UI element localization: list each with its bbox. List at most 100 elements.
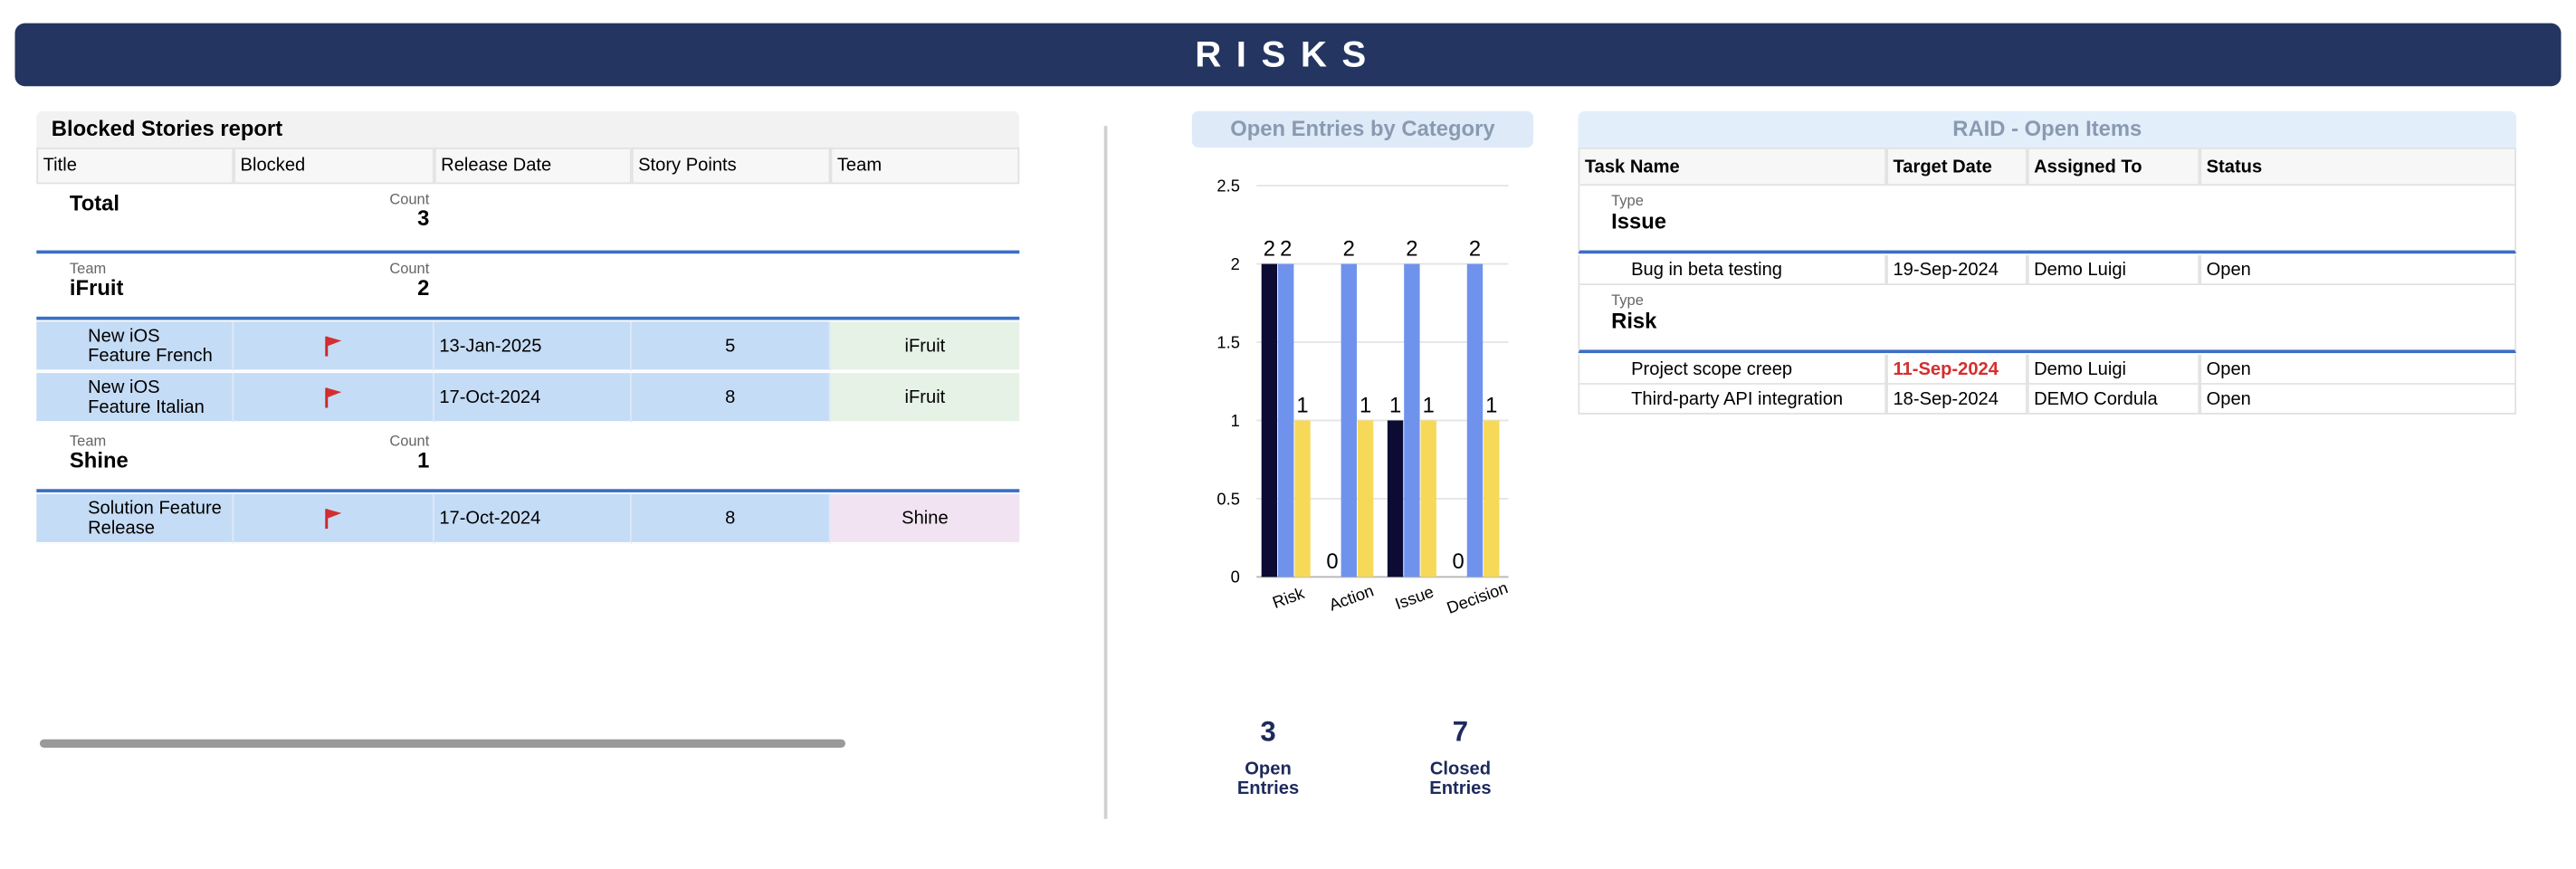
- column-header: Title: [36, 147, 234, 185]
- assigned-to: Demo Luigi: [2027, 255, 2200, 286]
- data-label: 2: [1280, 236, 1292, 261]
- bar: [1466, 263, 1484, 578]
- target-date: 19-Sep-2024: [1886, 255, 2027, 286]
- group-label: Type: [1611, 291, 1644, 309]
- story-title: New iOS Feature Italian: [36, 373, 234, 424]
- kpi-value: 7: [1452, 716, 1469, 748]
- x-tick-label: Issue: [1392, 582, 1436, 614]
- bar: [1261, 263, 1278, 578]
- count-label: Count: [389, 260, 430, 277]
- x-tick-label: Action: [1326, 581, 1376, 615]
- bar: [1420, 420, 1436, 578]
- data-label: 1: [1360, 393, 1371, 417]
- group-row: [36, 184, 1020, 254]
- chart-title: Open Entries by Category: [1191, 110, 1534, 148]
- bar: [1294, 420, 1311, 578]
- y-tick-label: 0: [1231, 568, 1240, 587]
- task-name: Bug in beta testing: [1578, 255, 1887, 286]
- data-label: 2: [1469, 236, 1481, 261]
- column-header: Target Date: [1886, 147, 2027, 186]
- bar: [1278, 263, 1294, 578]
- data-label: 2: [1406, 236, 1417, 261]
- blocked-cell: [234, 373, 434, 424]
- group-name: Total: [69, 190, 120, 216]
- group-name: Risk: [1611, 308, 1657, 334]
- data-label: 1: [1389, 393, 1401, 417]
- data-label: 1: [1423, 393, 1435, 417]
- assigned-to: Demo Luigi: [2027, 354, 2200, 385]
- team-cell: iFruit: [830, 373, 1020, 424]
- column-header: Release Date: [434, 147, 632, 185]
- x-tick-label: Risk: [1270, 583, 1307, 612]
- task-name: Project scope creep: [1578, 354, 1887, 385]
- story-points: 8: [631, 493, 831, 544]
- bar: [1404, 263, 1420, 578]
- y-tick-label: 1.5: [1216, 332, 1239, 351]
- story-title: New iOS Feature French: [36, 321, 234, 372]
- story-title: Solution Feature Release: [36, 493, 234, 544]
- group-name: Issue: [1611, 208, 1667, 234]
- status: Open: [2199, 255, 2517, 286]
- data-label: 0: [1453, 549, 1465, 574]
- count-value: 3: [417, 205, 430, 231]
- column-header: Task Name: [1578, 147, 1887, 186]
- flag-icon: [325, 336, 342, 357]
- y-tick-label: 2.5: [1216, 177, 1239, 196]
- blocked-cell: [234, 321, 434, 372]
- chart: 00.511.522.52 21Risk021Action121Issue021D…: [1216, 177, 1510, 617]
- group-row: [36, 426, 1020, 492]
- column-header: Blocked: [234, 147, 434, 185]
- data-label: 1: [1296, 393, 1308, 417]
- column-header: Team: [830, 147, 1020, 185]
- kpi-label: Closed Entries: [1429, 759, 1492, 799]
- group-label: Team: [69, 432, 107, 450]
- group-row: [36, 253, 1020, 320]
- group-name: iFruit: [69, 275, 124, 301]
- status: Open: [2199, 384, 2517, 415]
- group-row: [1578, 186, 2517, 254]
- column-header: Story Points: [631, 147, 831, 185]
- page-title: RISKS: [1195, 33, 1381, 75]
- count-value: 1: [417, 447, 430, 473]
- bar: [1357, 420, 1374, 578]
- scrollbar[interactable]: [39, 739, 846, 748]
- blocked-cell: [234, 493, 434, 544]
- release-date: 17-Oct-2024: [434, 493, 632, 544]
- panel-title: Blocked Stories report: [36, 110, 1020, 148]
- count-label: Count: [389, 432, 430, 450]
- team-cell: iFruit: [830, 321, 1020, 372]
- flag-icon: [325, 387, 342, 408]
- task-name: Third-party API integration: [1578, 384, 1887, 415]
- bar: [1484, 420, 1500, 578]
- bar: [1387, 420, 1404, 578]
- x-tick-label: Decision: [1444, 578, 1510, 617]
- data-label: 0: [1326, 549, 1338, 574]
- kpi-label: Open Entries: [1236, 759, 1300, 799]
- y-tick-label: 2: [1231, 254, 1240, 273]
- header-bar: RISKS: [14, 23, 2562, 87]
- assigned-to: DEMO Cordula: [2027, 384, 2200, 415]
- group-label: Type: [1611, 192, 1644, 209]
- group-row: [1578, 285, 2517, 354]
- data-label: 2: [1264, 236, 1275, 261]
- divider: [1103, 126, 1108, 819]
- flag-icon: [325, 509, 342, 530]
- column-header: Assigned To: [2027, 147, 2200, 186]
- column-header: Status: [2199, 147, 2517, 186]
- panel-title: RAID - Open Items: [1578, 110, 2517, 148]
- target-date: 18-Sep-2024: [1886, 384, 2027, 415]
- y-tick-label: 0.5: [1216, 489, 1239, 508]
- target-date: 11-Sep-2024: [1886, 354, 2027, 385]
- group-label: Team: [69, 260, 107, 277]
- story-points: 5: [631, 321, 831, 372]
- count-value: 2: [417, 275, 430, 301]
- kpi-value: 3: [1260, 716, 1276, 748]
- release-date: 13-Jan-2025: [434, 321, 632, 372]
- team-cell: Shine: [830, 493, 1020, 544]
- data-label: 2: [1343, 236, 1355, 261]
- count-label: Count: [389, 190, 430, 207]
- story-points: 8: [631, 373, 831, 424]
- bar: [1340, 263, 1358, 578]
- data-label: 1: [1485, 393, 1497, 417]
